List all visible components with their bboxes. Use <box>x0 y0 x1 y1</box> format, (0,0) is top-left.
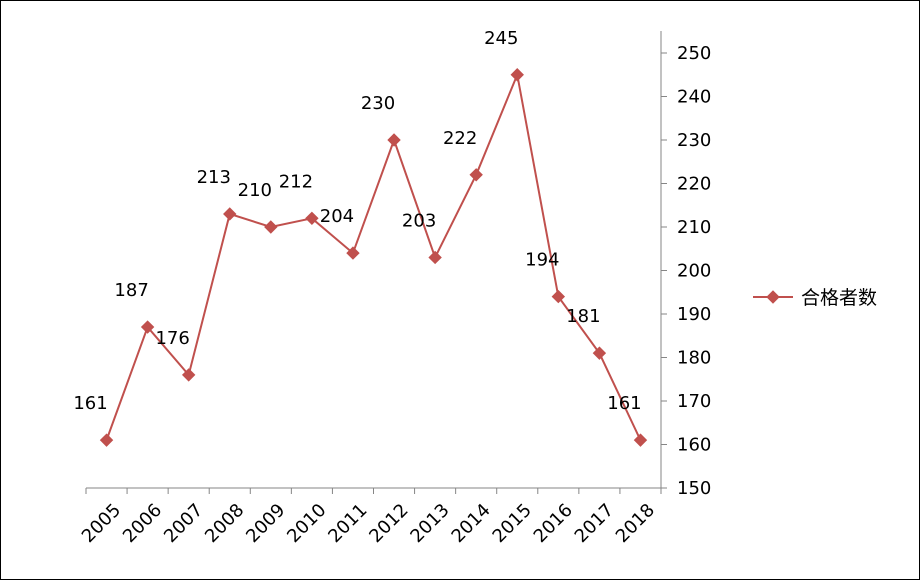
data-point-marker <box>99 433 114 447</box>
series-layer <box>99 68 648 447</box>
legend-label: 合格者数 <box>801 287 877 309</box>
data-label: 176 <box>155 328 189 349</box>
data-point-marker <box>264 220 278 234</box>
data-label: 210 <box>238 180 272 201</box>
data-point-marker <box>592 346 607 360</box>
data-label: 213 <box>197 167 231 188</box>
data-point-marker <box>551 289 566 304</box>
y-tick-label: 210 <box>677 217 711 238</box>
x-tick-label: 2016 <box>530 500 577 547</box>
y-tick-label: 190 <box>677 304 711 325</box>
y-tick-label: 180 <box>677 348 711 369</box>
data-label: 222 <box>443 128 477 149</box>
data-point-marker <box>223 207 237 221</box>
y-tick-label: 160 <box>677 435 711 456</box>
data-point-marker <box>387 133 401 147</box>
data-label: 203 <box>402 210 436 231</box>
x-tick-label: 2018 <box>612 500 659 547</box>
data-point-marker <box>346 246 360 260</box>
x-tick-label: 2007 <box>160 500 207 547</box>
data-label: 230 <box>361 93 395 114</box>
data-label: 161 <box>73 393 107 414</box>
data-label: 187 <box>114 280 148 301</box>
x-tick-label: 2005 <box>78 500 125 547</box>
x-tick-label: 2006 <box>119 500 166 547</box>
data-labels: 161 187 176 213 210 212 204 230 203 222 245 194 181 1… <box>73 28 641 414</box>
x-tick-label: 2015 <box>489 500 536 547</box>
y-tick-label: 150 <box>677 478 711 499</box>
x-tick-label: 2009 <box>242 500 289 547</box>
data-point-marker <box>469 168 483 182</box>
x-tick-label: 2014 <box>448 500 495 547</box>
y-tick-label: 230 <box>677 130 711 151</box>
series-line <box>105 71 642 441</box>
x-tick-label: 2012 <box>365 500 412 547</box>
legend: 合格者数 <box>753 287 877 309</box>
x-tick-label: 2013 <box>406 500 453 547</box>
data-label: 204 <box>320 206 354 227</box>
data-label: 181 <box>566 306 600 327</box>
data-point-marker <box>510 68 524 82</box>
y-tick-label: 200 <box>677 261 711 282</box>
data-label: 212 <box>279 171 313 192</box>
data-point-marker <box>140 320 155 334</box>
data-point-marker <box>633 433 648 447</box>
data-label: 161 <box>607 393 641 414</box>
legend-marker <box>766 290 780 304</box>
y-tick-label: 250 <box>677 43 711 64</box>
data-point-marker <box>428 250 442 265</box>
x-tick-label: 2017 <box>571 500 618 547</box>
data-label: 194 <box>525 250 559 271</box>
y-tick-label: 170 <box>677 391 711 412</box>
y-tick-label: 220 <box>677 174 711 195</box>
x-tick-label: 2008 <box>201 500 248 547</box>
x-tick-label: 2010 <box>283 500 330 547</box>
y-tick-label: 240 <box>677 87 711 108</box>
x-tick-label: 2011 <box>324 500 371 547</box>
data-point-marker <box>181 368 196 382</box>
data-point-marker <box>305 211 319 226</box>
data-label: 245 <box>484 28 518 49</box>
